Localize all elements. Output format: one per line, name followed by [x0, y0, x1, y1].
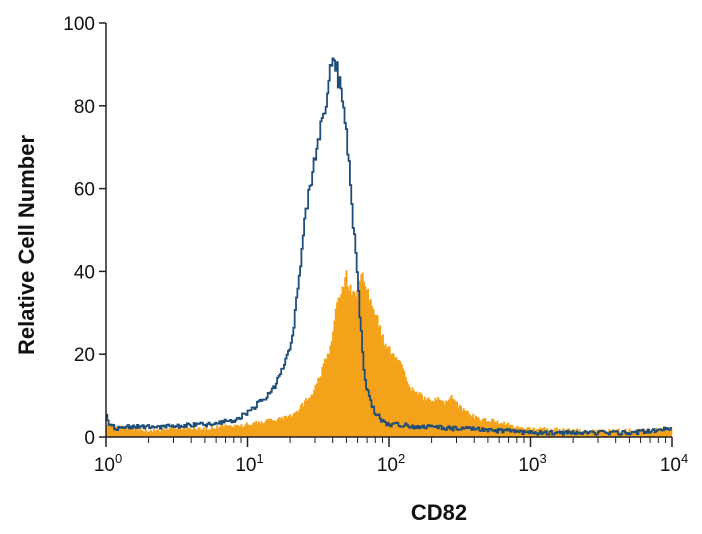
- x-tick-label: 100: [94, 451, 122, 476]
- y-axis-title: Relative Cell Number: [14, 135, 39, 356]
- y-tick-label: 40: [74, 262, 95, 283]
- filled-histogram-series: [105, 270, 673, 438]
- y-tick-label: 0: [84, 428, 95, 449]
- y-tick-label: 20: [74, 345, 95, 366]
- y-tick-label: 60: [74, 180, 95, 201]
- filled-histogram-layer: [105, 270, 673, 438]
- x-axis-title: CD82: [411, 500, 467, 525]
- x-tick-label: 102: [377, 451, 405, 476]
- x-tick-label: 103: [518, 451, 546, 476]
- x-tick-label: 104: [660, 451, 688, 476]
- y-tick-label: 80: [74, 97, 95, 118]
- outline-histogram-layer: [106, 57, 672, 436]
- y-tick-label: 100: [63, 14, 95, 35]
- x-tick-label: 101: [235, 451, 263, 476]
- outline-histogram-series: [106, 57, 672, 436]
- axis-ticks: 0 20 40 60 80 100 100 101 102 103 104: [63, 14, 688, 476]
